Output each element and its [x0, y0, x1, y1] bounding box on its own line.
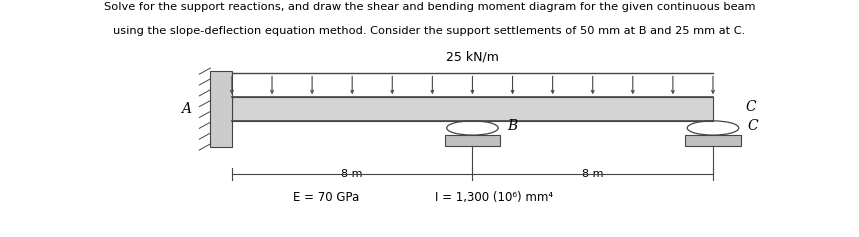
Bar	[685, 135, 740, 146]
Text: C: C	[746, 100, 756, 114]
Text: C: C	[747, 119, 758, 133]
Bar	[445, 135, 500, 146]
Text: using the slope-deflection equation method. Consider the support settlements of : using the slope-deflection equation meth…	[113, 26, 746, 36]
Text: A: A	[181, 102, 192, 116]
Text: I = 1,300 (10⁶) mm⁴: I = 1,300 (10⁶) mm⁴	[435, 191, 553, 204]
Bar	[210, 71, 232, 147]
Text: E = 70 GPa: E = 70 GPa	[293, 191, 360, 204]
Text: B: B	[507, 119, 517, 133]
Bar	[232, 97, 713, 121]
Text: -8 m-: -8 m-	[338, 169, 367, 179]
Text: -8 m-: -8 m-	[578, 169, 607, 179]
Text: 25 kN/m: 25 kN/m	[446, 51, 499, 64]
Text: Solve for the support reactions, and draw the shear and bending moment diagram f: Solve for the support reactions, and dra…	[104, 2, 755, 12]
